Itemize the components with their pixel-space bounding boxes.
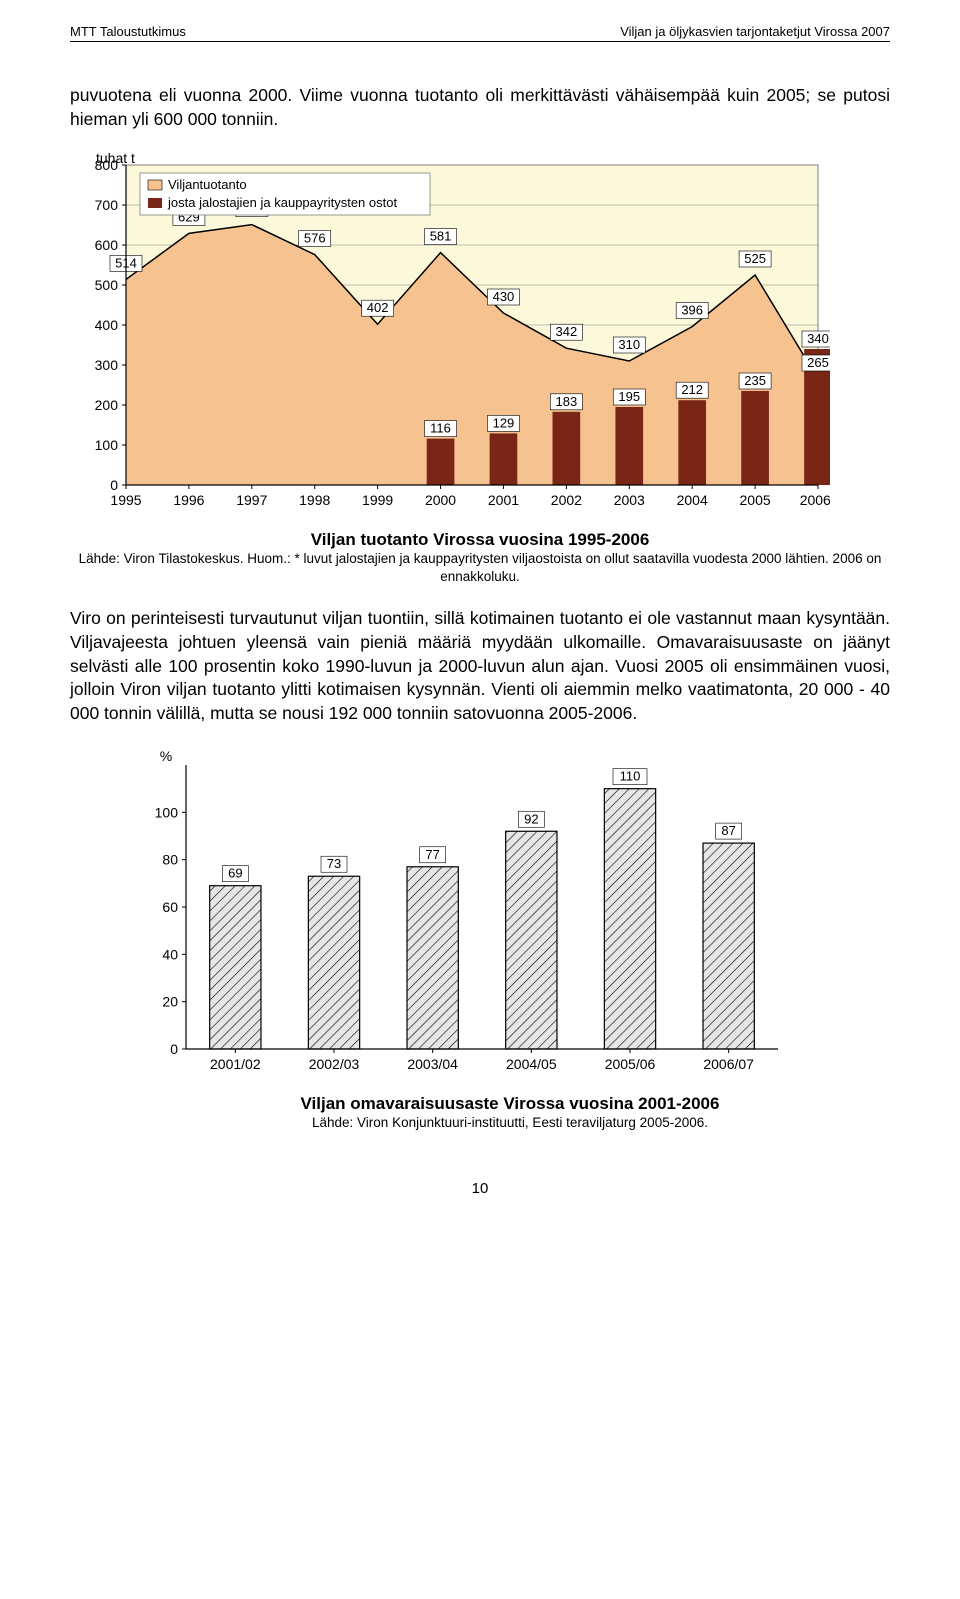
chart-selfsufficiency-caption: Viljan omavaraisuusaste Virossa vuosina … [130, 1094, 890, 1132]
svg-text:402: 402 [367, 300, 389, 315]
svg-text:tuhat t: tuhat t [96, 150, 135, 166]
svg-text:1999: 1999 [362, 492, 393, 508]
svg-text:0: 0 [170, 1041, 178, 1057]
header-left: MTT Taloustutkimus [70, 24, 186, 39]
svg-text:2000: 2000 [425, 492, 456, 508]
svg-text:2005/06: 2005/06 [605, 1056, 656, 1072]
svg-text:60: 60 [162, 899, 178, 915]
svg-text:92: 92 [524, 812, 538, 827]
page-header: MTT Taloustutkimus Viljan ja öljykasvien… [70, 24, 890, 42]
svg-text:600: 600 [95, 237, 119, 253]
svg-text:69: 69 [228, 866, 242, 881]
svg-text:2001/02: 2001/02 [210, 1056, 261, 1072]
svg-text:2006/07: 2006/07 [703, 1056, 754, 1072]
chart-production-svg: 0100200300400500600700800514629651576402… [70, 149, 830, 519]
chart-selfsufficiency: 0 20 40 60 80 100 69 73 77 92 110 87 2001/02 2002/03 2… [130, 743, 890, 1132]
svg-text:2002/03: 2002/03 [309, 1056, 360, 1072]
svg-text:400: 400 [95, 317, 119, 333]
svg-text:josta jalostajien ja kauppayri: josta jalostajien ja kauppayritysten ost… [167, 195, 397, 210]
paragraph-middle: Viro on perinteisesti turvautunut viljan… [70, 607, 890, 725]
svg-text:525: 525 [744, 251, 766, 266]
paragraph-intro: puvuotena eli vuonna 2000. Viime vuonna … [70, 84, 890, 131]
svg-text:265: 265 [807, 355, 829, 370]
svg-text:129: 129 [493, 416, 515, 431]
chart-production-note: Lähde: Viron Tilastokeskus. Huom.: * luv… [70, 550, 890, 585]
svg-text:700: 700 [95, 197, 119, 213]
svg-text:0: 0 [110, 477, 118, 493]
svg-text:1997: 1997 [236, 492, 267, 508]
svg-text:20: 20 [162, 994, 178, 1010]
page-number: 10 [70, 1180, 890, 1197]
svg-text:110: 110 [620, 769, 641, 784]
svg-text:200: 200 [95, 397, 119, 413]
svg-text:183: 183 [556, 394, 578, 409]
page: MTT Taloustutkimus Viljan ja öljykasvien… [0, 0, 960, 1237]
svg-text:2003/04: 2003/04 [407, 1056, 458, 1072]
svg-text:581: 581 [430, 229, 452, 244]
chart-production-title: Viljan tuotanto Virossa vuosina 1995-200… [70, 530, 890, 550]
svg-text:342: 342 [556, 324, 578, 339]
header-right: Viljan ja öljykasvien tarjontaketjut Vir… [620, 24, 890, 39]
svg-text:2003: 2003 [614, 492, 645, 508]
svg-text:576: 576 [304, 231, 326, 246]
svg-text:%: % [160, 748, 172, 764]
chart-production: 0100200300400500600700800514629651576402… [70, 149, 890, 585]
svg-text:500: 500 [95, 277, 119, 293]
svg-text:2005: 2005 [740, 492, 771, 508]
svg-text:2004/05: 2004/05 [506, 1056, 557, 1072]
svg-text:1998: 1998 [299, 492, 330, 508]
svg-text:Viljantuotanto: Viljantuotanto [168, 177, 247, 192]
svg-text:73: 73 [327, 857, 341, 872]
chart-production-caption: Viljan tuotanto Virossa vuosina 1995-200… [70, 530, 890, 585]
svg-text:310: 310 [618, 337, 640, 352]
svg-text:300: 300 [95, 357, 119, 373]
svg-text:40: 40 [162, 947, 178, 963]
svg-text:2006*: 2006* [800, 492, 830, 508]
chart-selfsufficiency-title: Viljan omavaraisuusaste Virossa vuosina … [130, 1094, 890, 1114]
svg-text:212: 212 [681, 382, 703, 397]
chart-selfsufficiency-svg: 0 20 40 60 80 100 69 73 77 92 110 87 2001/02 2002/03 2… [130, 743, 790, 1083]
svg-text:2004: 2004 [677, 492, 708, 508]
svg-text:2002: 2002 [551, 492, 582, 508]
svg-text:77: 77 [425, 847, 439, 862]
svg-text:235: 235 [744, 373, 766, 388]
svg-text:80: 80 [162, 852, 178, 868]
svg-text:1995: 1995 [110, 492, 141, 508]
svg-text:1996: 1996 [173, 492, 204, 508]
svg-text:100: 100 [155, 805, 179, 821]
svg-text:87: 87 [721, 824, 735, 839]
svg-text:340: 340 [807, 331, 829, 346]
svg-text:100: 100 [95, 437, 119, 453]
svg-text:396: 396 [681, 303, 703, 318]
chart-selfsufficiency-note: Lähde: Viron Konjunktuuri-instituutti, E… [130, 1114, 890, 1132]
svg-text:430: 430 [493, 289, 515, 304]
svg-text:2001: 2001 [488, 492, 519, 508]
svg-text:116: 116 [430, 421, 451, 436]
svg-text:195: 195 [618, 389, 640, 404]
